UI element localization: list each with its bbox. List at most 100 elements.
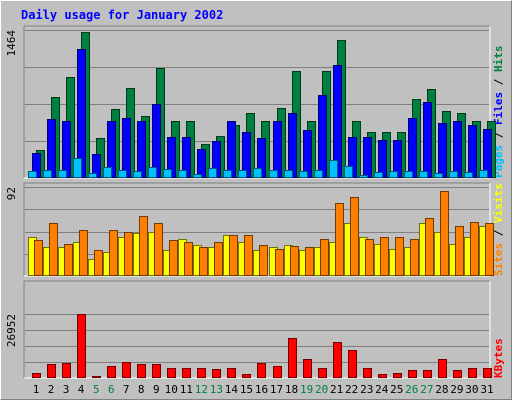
bar-mid-sites-day-11 (184, 242, 193, 276)
day-label-11: 11 (180, 383, 193, 396)
bar-top-files-day-9 (152, 104, 161, 178)
bar-mid-sites-day-10 (169, 240, 178, 276)
bar-top-pages-day-13 (208, 168, 217, 178)
bar-bot-kbytes-day-7 (122, 362, 131, 378)
bar-bot-kbytes-day-27 (423, 370, 432, 378)
bar-bot-kbytes-day-12 (197, 368, 206, 378)
bar-mid-sites-day-15 (244, 235, 253, 276)
legend-mid: Sites / Visits (492, 183, 505, 276)
day-label-28: 28 (435, 383, 448, 396)
max-label-mid: 92 (5, 187, 18, 200)
bar-top-pages-day-2 (43, 170, 52, 178)
bar-bot-kbytes-day-25 (393, 373, 402, 378)
bar-top-pages-day-10 (163, 169, 172, 178)
bar-bot-kbytes-day-19 (303, 359, 312, 378)
bar-mid-sites-day-21 (335, 203, 344, 276)
bar-top-files-day-7 (122, 118, 131, 178)
day-label-25: 25 (390, 383, 403, 396)
bar-bot-kbytes-day-2 (47, 364, 56, 378)
bar-top-pages-day-6 (103, 167, 112, 178)
bar-bot-kbytes-day-15 (242, 374, 251, 378)
bar-bot-kbytes-day-30 (468, 368, 477, 378)
day-label-19: 19 (300, 383, 313, 396)
bar-top-files-day-29 (453, 121, 462, 178)
legend-mid-item-0: Sites (492, 243, 505, 276)
bar-mid-sites-day-3 (64, 244, 73, 276)
legend-top-item-2: Files (492, 92, 505, 125)
bar-top-pages-day-19 (299, 171, 308, 178)
bar-bot-kbytes-day-3 (62, 363, 71, 378)
bar-bot-kbytes-day-6 (107, 366, 116, 378)
bar-mid-sites-day-26 (410, 239, 419, 276)
bar-mid-sites-day-24 (380, 237, 389, 276)
bar-top-files-day-19 (303, 130, 312, 178)
bar-top-pages-day-1 (28, 171, 37, 178)
bar-top-pages-day-25 (389, 171, 398, 178)
day-label-3: 3 (63, 383, 70, 396)
panel-bot (24, 281, 490, 378)
bar-bot-kbytes-day-18 (288, 338, 297, 378)
bar-mid-sites-day-14 (229, 235, 238, 276)
bar-bot-kbytes-day-22 (348, 350, 357, 378)
bar-mid-sites-day-5 (94, 250, 103, 276)
bar-bot-kbytes-day-29 (453, 370, 462, 378)
bar-top-pages-day-17 (269, 170, 278, 178)
bar-mid-sites-day-18 (290, 246, 299, 276)
chart-title: Daily usage for January 2002 (21, 8, 223, 22)
day-label-26: 26 (405, 383, 418, 396)
day-label-4: 4 (78, 383, 85, 396)
bar-top-pages-day-29 (449, 171, 458, 178)
bar-top-pages-day-16 (253, 168, 262, 178)
max-label-top: 1464 (5, 30, 18, 57)
bar-bot-kbytes-day-20 (318, 368, 327, 378)
day-label-5: 5 (93, 383, 100, 396)
day-label-21: 21 (330, 383, 343, 396)
bar-bot-kbytes-day-17 (273, 366, 282, 378)
day-label-24: 24 (375, 383, 389, 396)
legend-mid-item-2: Visits (492, 183, 505, 223)
day-label-13: 13 (210, 383, 223, 396)
bar-top-pages-day-12 (193, 174, 202, 178)
bar-top-files-day-17 (273, 121, 282, 178)
bar-mid-sites-day-25 (395, 237, 404, 276)
day-label-15: 15 (240, 383, 253, 396)
bar-top-pages-day-7 (118, 170, 127, 178)
bar-top-files-day-26 (408, 118, 417, 178)
bar-bot-kbytes-day-10 (167, 368, 176, 378)
bar-mid-sites-day-17 (275, 249, 284, 276)
bar-top-files-day-24 (378, 140, 387, 178)
bar-bot-kbytes-day-26 (408, 370, 417, 378)
bar-top-files-day-12 (197, 149, 206, 178)
bar-mid-sites-day-27 (425, 218, 434, 276)
bar-mid-sites-day-20 (320, 239, 329, 276)
bar-mid-sites-day-12 (199, 247, 208, 276)
bar-mid-sites-day-30 (470, 222, 479, 276)
bar-mid-sites-day-22 (350, 197, 359, 276)
bar-top-pages-day-5 (88, 173, 97, 178)
day-label-9: 9 (153, 383, 160, 396)
day-label-6: 6 (108, 383, 115, 396)
day-label-30: 30 (465, 383, 478, 396)
bar-top-pages-day-18 (284, 170, 293, 178)
bar-bot-kbytes-day-13 (212, 369, 221, 378)
bar-top-files-day-3 (62, 121, 71, 178)
bar-bot-kbytes-day-28 (438, 359, 447, 378)
day-label-20: 20 (315, 383, 328, 396)
bar-top-pages-day-27 (419, 171, 428, 178)
day-label-16: 16 (255, 383, 268, 396)
bar-bot-kbytes-day-5 (92, 376, 101, 378)
bar-mid-sites-day-31 (485, 223, 494, 276)
bar-top-files-day-30 (468, 125, 477, 178)
bar-bot-kbytes-day-14 (227, 368, 236, 378)
day-label-27: 27 (420, 383, 433, 396)
day-label-18: 18 (285, 383, 298, 396)
bar-top-pages-day-4 (73, 158, 82, 178)
bar-top-files-day-2 (47, 119, 56, 178)
bar-top-pages-day-9 (148, 167, 157, 178)
bar-bot-kbytes-day-1 (32, 373, 41, 378)
day-label-22: 22 (345, 383, 358, 396)
bar-top-files-day-20 (318, 95, 327, 178)
bar-top-pages-day-8 (133, 171, 142, 178)
bar-mid-sites-day-9 (154, 223, 163, 276)
bar-mid-sites-day-23 (365, 239, 374, 276)
